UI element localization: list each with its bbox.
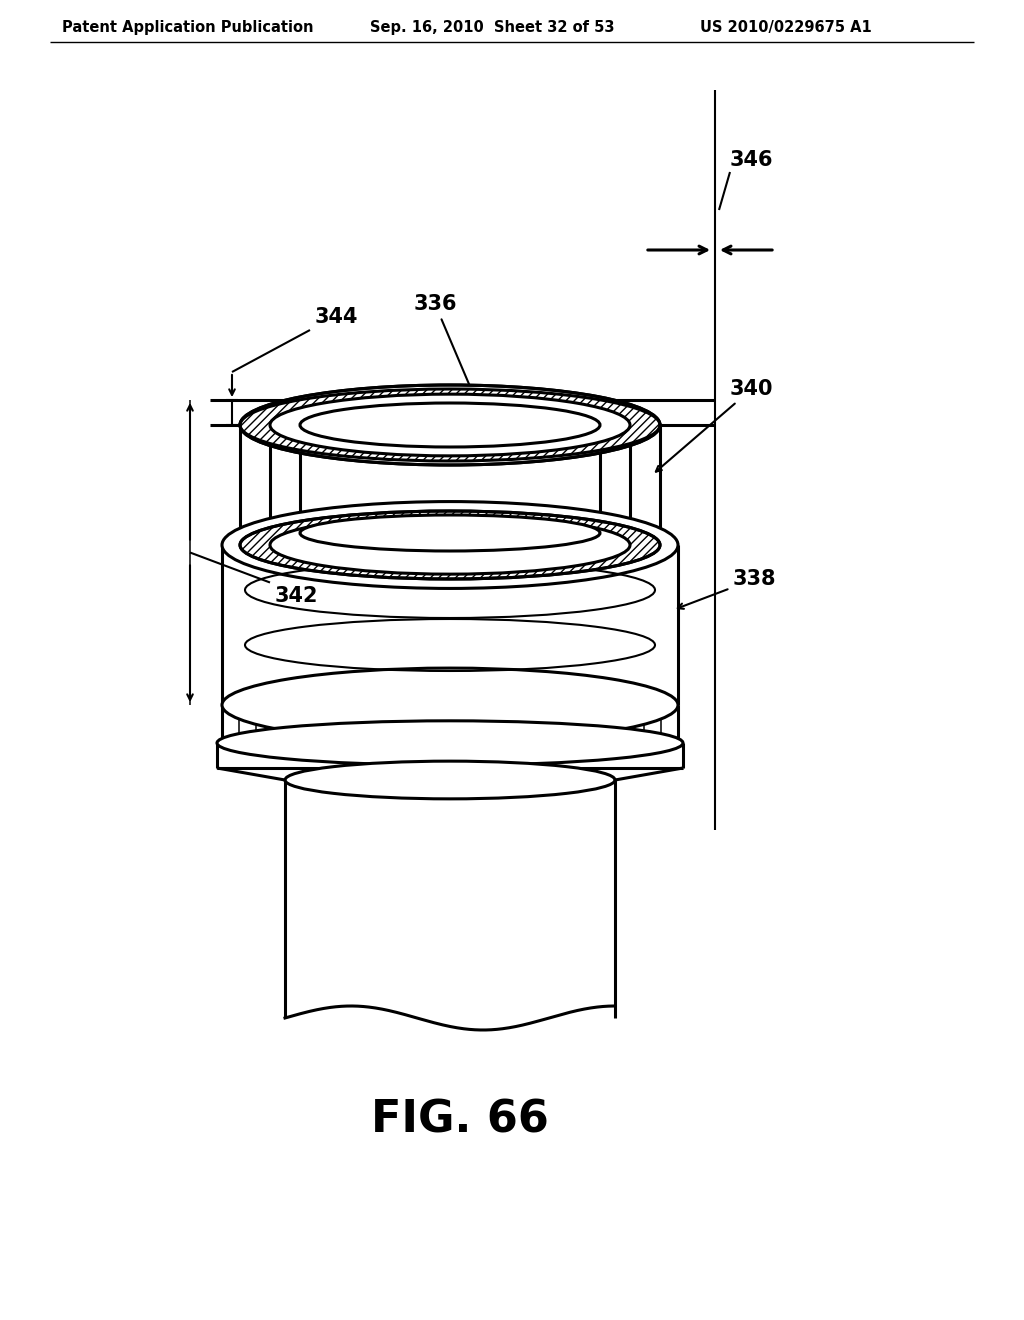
Bar	[560, 705, 577, 743]
Ellipse shape	[222, 502, 678, 589]
Ellipse shape	[300, 515, 600, 550]
Text: 338: 338	[678, 569, 776, 609]
Bar	[493, 705, 509, 743]
Bar	[662, 705, 678, 743]
Bar	[628, 705, 644, 743]
Text: 342: 342	[275, 586, 318, 606]
Text: Sep. 16, 2010  Sheet 32 of 53: Sep. 16, 2010 Sheet 32 of 53	[370, 20, 614, 36]
Text: 346: 346	[730, 150, 773, 170]
Ellipse shape	[240, 389, 660, 461]
Ellipse shape	[240, 511, 660, 579]
Text: Patent Application Publication: Patent Application Publication	[62, 20, 313, 36]
Text: FIG. 66: FIG. 66	[371, 1098, 549, 1142]
Text: US 2010/0229675 A1: US 2010/0229675 A1	[700, 20, 871, 36]
Bar	[594, 705, 610, 743]
Bar	[459, 705, 475, 743]
Text: 344: 344	[315, 308, 358, 327]
Bar	[425, 705, 441, 743]
Ellipse shape	[240, 385, 660, 465]
Bar	[324, 705, 340, 743]
Text: 340: 340	[655, 379, 773, 471]
Ellipse shape	[270, 395, 630, 455]
Ellipse shape	[270, 516, 630, 574]
Ellipse shape	[300, 403, 600, 447]
Ellipse shape	[217, 721, 683, 766]
Bar	[256, 705, 272, 743]
Bar	[290, 705, 306, 743]
Bar	[222, 705, 239, 743]
Bar	[526, 705, 543, 743]
Bar	[391, 705, 408, 743]
Bar	[357, 705, 374, 743]
Ellipse shape	[285, 762, 615, 799]
Ellipse shape	[222, 668, 678, 742]
Text: 336: 336	[414, 294, 478, 405]
